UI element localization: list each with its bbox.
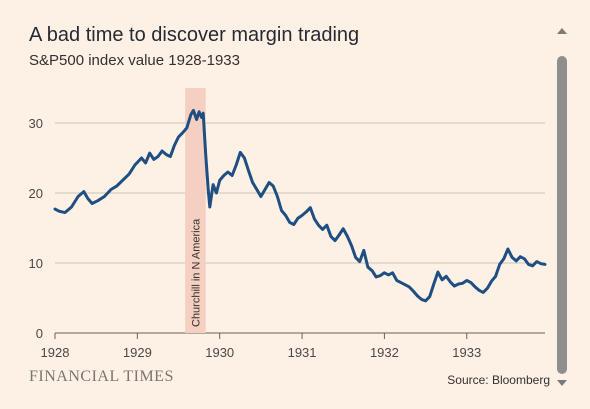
- y-axis-ticks: 0 10 20 30: [29, 116, 43, 341]
- scroll-down-arrow-icon[interactable]: [557, 380, 567, 386]
- x-tick-label: 1928: [41, 345, 70, 360]
- vertical-scrollbar[interactable]: [556, 24, 568, 386]
- series-layer: [53, 108, 547, 303]
- y-tick-label: 0: [36, 326, 43, 341]
- scroll-up-arrow-icon[interactable]: [557, 28, 567, 34]
- scroll-thumb[interactable]: [557, 56, 567, 374]
- grid-lines: [55, 122, 545, 334]
- highlight-band: Churchill in N America: [185, 88, 206, 333]
- source-note: Source: Bloomberg: [447, 373, 550, 387]
- brand-logo: FINANCIAL TIMES: [29, 368, 174, 385]
- x-tick-label: 1930: [205, 345, 234, 360]
- x-tick-label: 1931: [288, 345, 317, 360]
- series-line: [53, 108, 547, 303]
- chart-title: A bad time to discover margin trading: [29, 24, 360, 46]
- x-tick-label: 1932: [370, 345, 399, 360]
- x-tick-label: 1933: [452, 345, 481, 360]
- y-tick-label: 20: [29, 186, 43, 201]
- highlight-label: Churchill in N America: [190, 218, 202, 327]
- chart-subtitle: S&P500 index value 1928-1933: [29, 52, 240, 69]
- y-tick-label: 30: [29, 116, 43, 131]
- x-tick-label: 1929: [123, 345, 152, 360]
- x-axis-ticks: 1928 1929 1930 1931 1932 1933: [41, 333, 481, 360]
- highlight-rect: [185, 88, 206, 333]
- y-tick-label: 10: [29, 256, 43, 271]
